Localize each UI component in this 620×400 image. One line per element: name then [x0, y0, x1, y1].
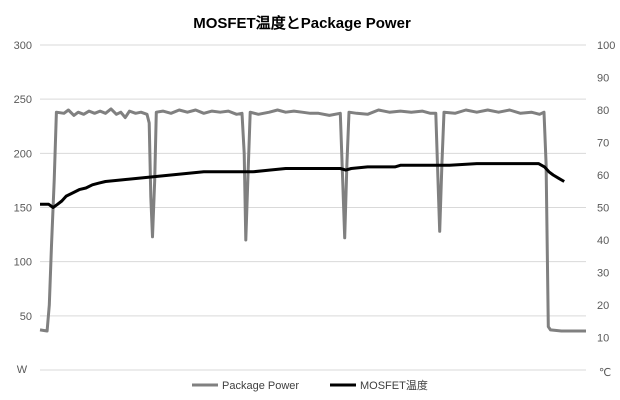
series-line-package-power	[39, 107, 586, 333]
left-axis-tick-label: 150	[14, 203, 32, 215]
left-axis-tick-label: 300	[14, 40, 32, 52]
right-axis-tick-label: 50	[597, 203, 609, 215]
right-axis-tick-label: 40	[597, 235, 609, 247]
left-axis-unit: W	[17, 364, 28, 376]
series-layer	[39, 107, 586, 333]
legend-label-package-power: Package Power	[222, 380, 299, 392]
left-axis-tick-label: 100	[14, 257, 32, 269]
right-axis-unit: ℃	[599, 367, 611, 379]
gridlines	[40, 44, 586, 317]
right-axis-tick-label: 80	[597, 105, 609, 117]
right-axis-tick-label: 10	[597, 333, 609, 345]
right-axis-tick-label: 100	[597, 40, 615, 52]
right-axis-tick-label: 70	[597, 138, 609, 150]
right-axis-tick-label: 60	[597, 170, 609, 182]
legend-label-mosfet-temp: MOSFET温度	[360, 378, 428, 392]
right-axis-tick-label: 90	[597, 73, 609, 85]
left-axis-tick-label: 50	[20, 311, 32, 323]
right-axis-tick-label: 30	[597, 268, 609, 280]
left-axis-tick-label: 250	[14, 94, 32, 106]
right-axis-ticks: 100 90 80 70 60 50 40 30 20 10	[597, 40, 615, 345]
left-axis-ticks: 300 250 200 150 100 50	[14, 40, 32, 323]
right-axis-tick-label: 20	[597, 300, 609, 312]
legend: Package Power MOSFET温度	[192, 378, 428, 392]
chart-title: MOSFET温度とPackage Power	[193, 14, 411, 32]
series-line-mosfet-temp	[40, 162, 565, 209]
left-axis-tick-label: 200	[14, 148, 32, 160]
